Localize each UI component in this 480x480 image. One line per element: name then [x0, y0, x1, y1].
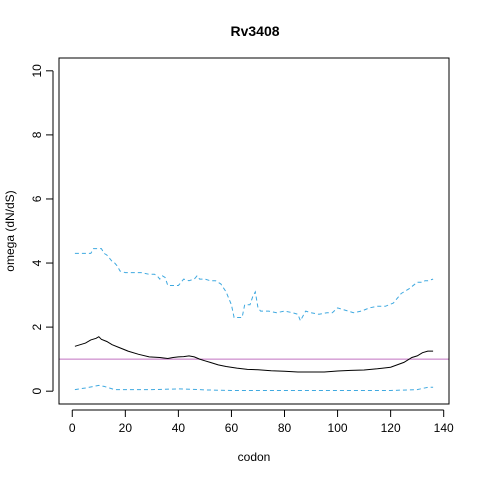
y-tick-label: 4: [30, 259, 44, 266]
y-tick-label: 6: [30, 195, 44, 202]
axes: 0 20 40 60 80 100 120 140 0 2 4 6 8 10: [30, 64, 454, 435]
y-tick-label: 0: [30, 388, 44, 395]
y-axis-label: omega (dN/dS): [3, 190, 17, 271]
series-line-estimate: [74, 336, 434, 373]
x-tick-label: 120: [381, 421, 401, 435]
x-tick-label: 0: [69, 421, 76, 435]
x-tick-label: 140: [434, 421, 454, 435]
y-tick-label: 8: [30, 131, 44, 138]
x-tick-label: 40: [172, 421, 186, 435]
series-line-upper-bound: [74, 248, 434, 322]
x-axis-label: codon: [238, 450, 271, 464]
series-layer: [59, 248, 449, 391]
series-line-lower-bound: [74, 384, 434, 391]
x-tick-label: 60: [225, 421, 239, 435]
x-tick-label: 100: [328, 421, 348, 435]
x-tick-label: 80: [278, 421, 292, 435]
x-tick-label: 20: [119, 421, 133, 435]
plot-frame: [58, 57, 450, 405]
chart-title: Rv3408: [230, 23, 279, 39]
y-tick-label: 2: [30, 323, 44, 330]
y-tick-label: 10: [30, 64, 44, 78]
